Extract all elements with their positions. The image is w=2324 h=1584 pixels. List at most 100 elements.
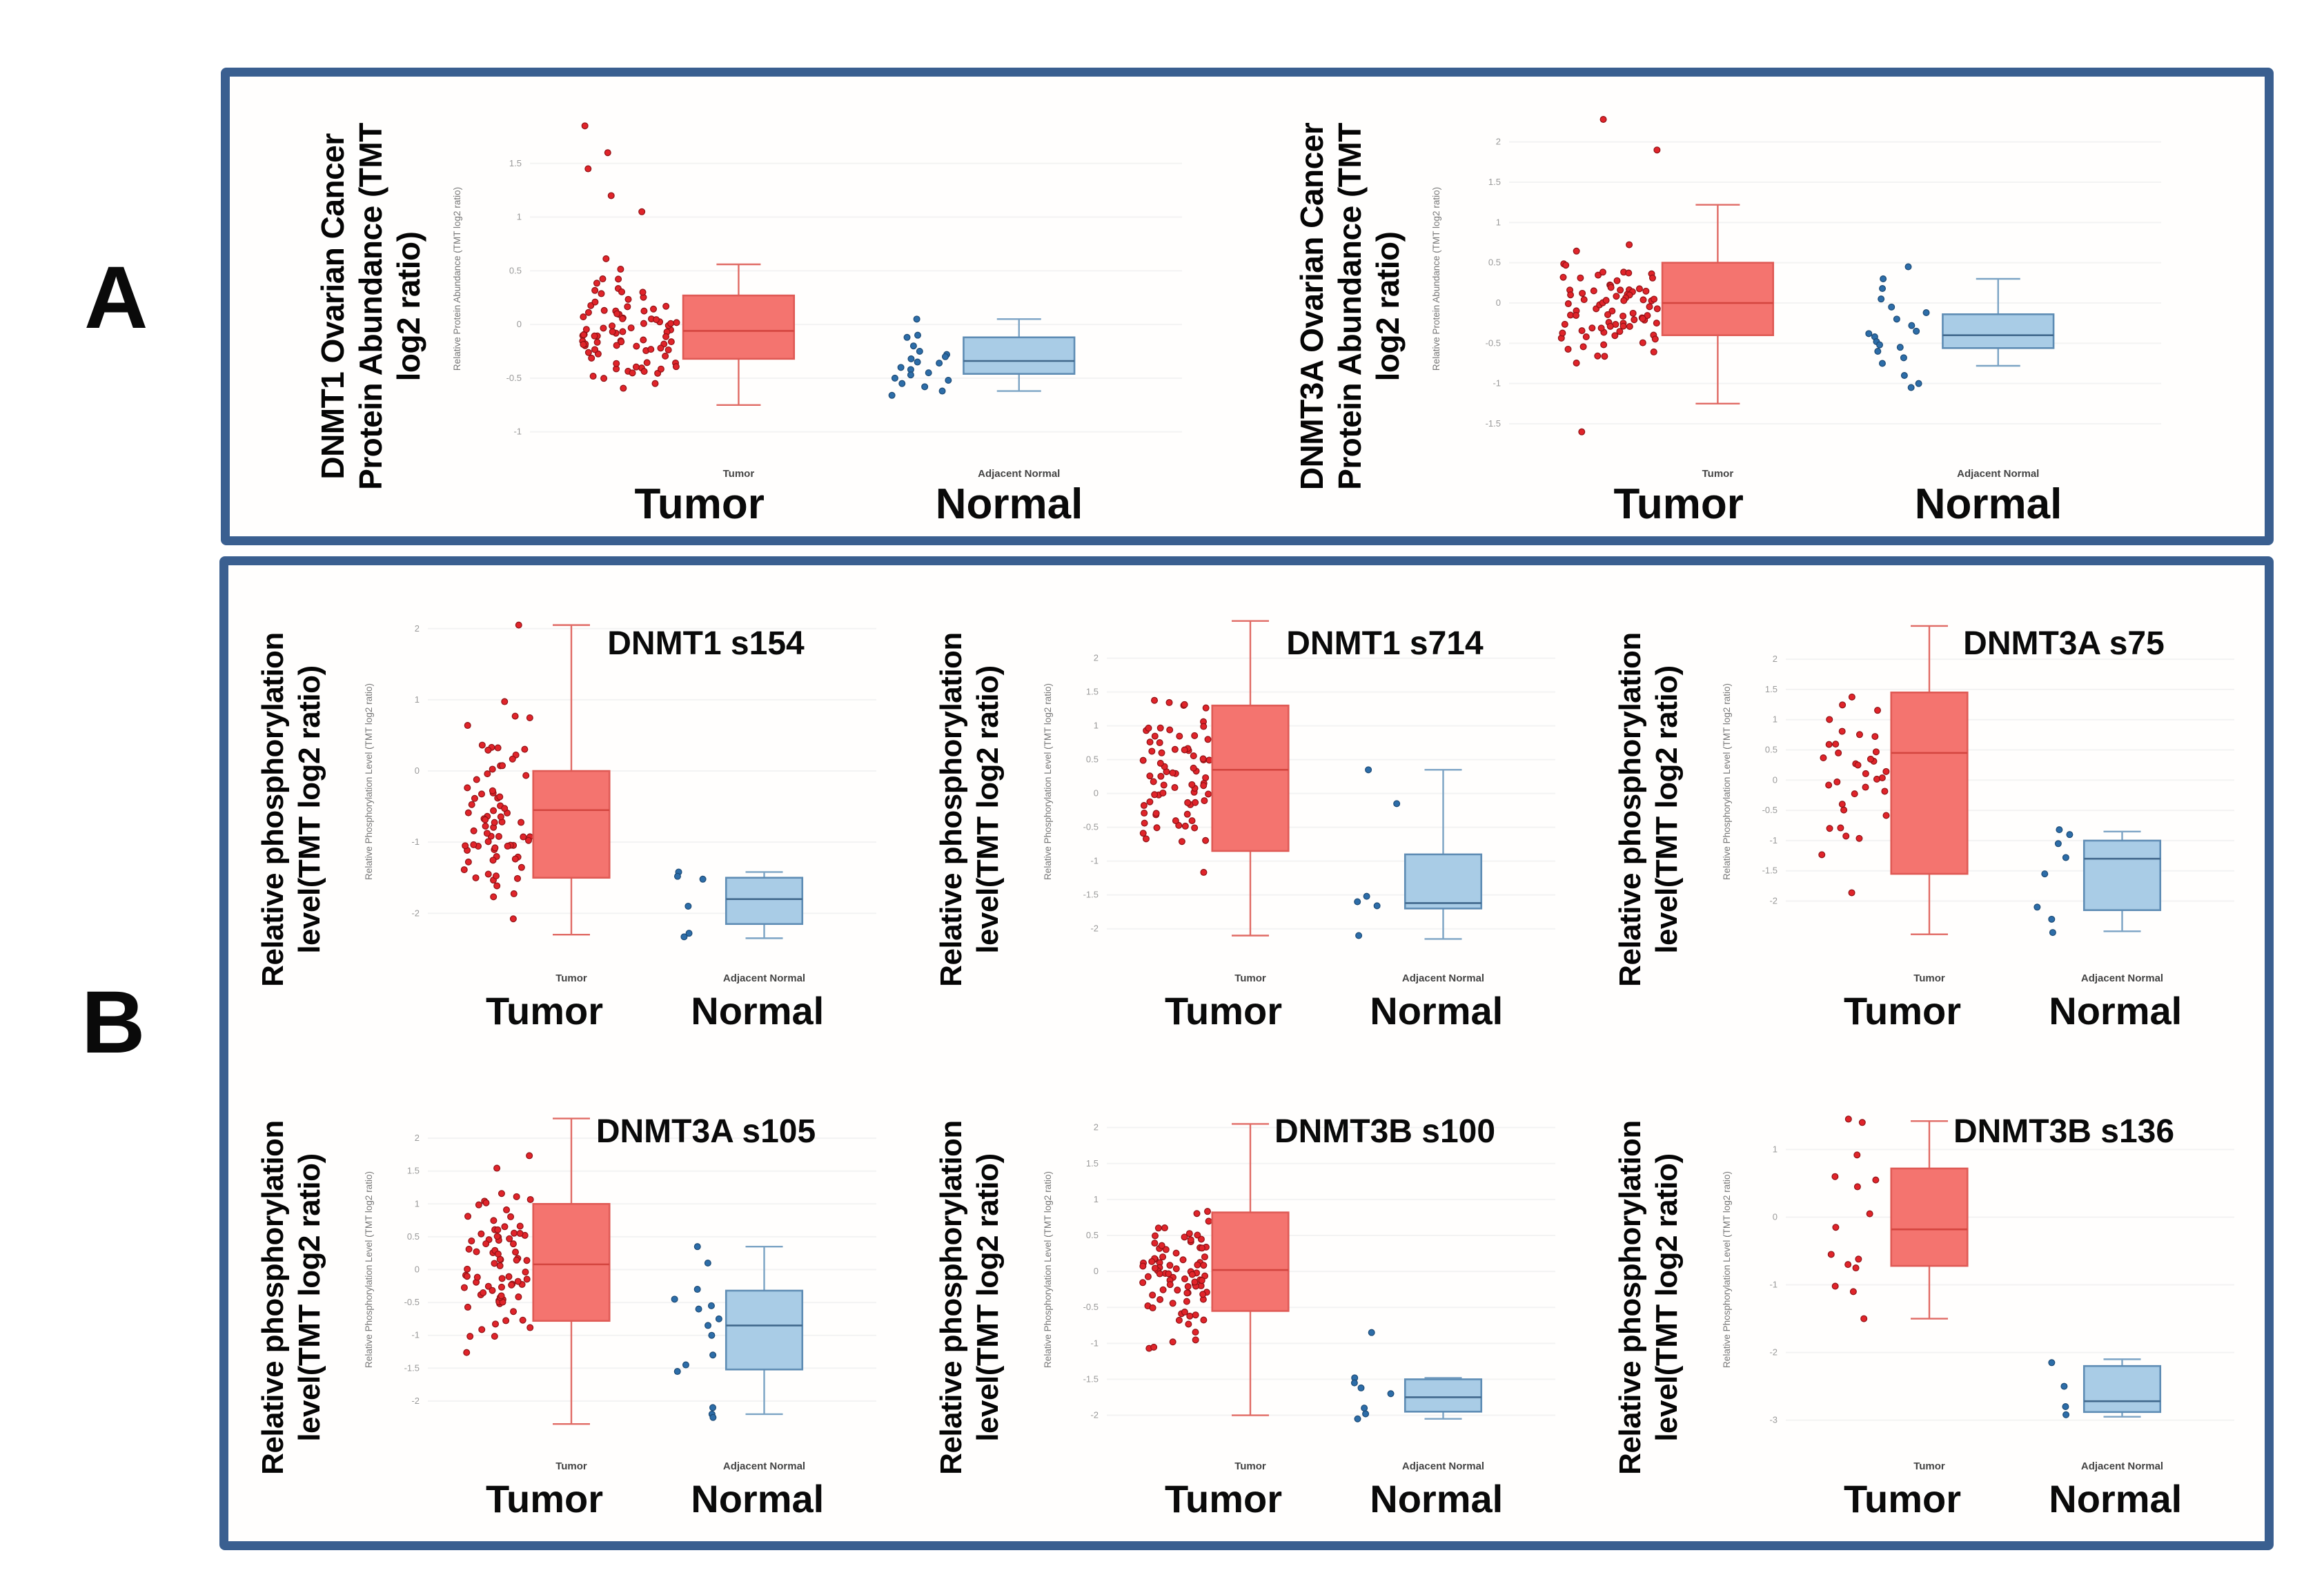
scatter-point-tumor bbox=[1165, 1270, 1172, 1278]
scatter-point-tumor bbox=[466, 1333, 474, 1340]
scatter-point-normal bbox=[1878, 295, 1885, 302]
scatter-point-tumor bbox=[667, 338, 675, 345]
scatter-point-tumor bbox=[1824, 781, 1832, 789]
scatter-point-tumor bbox=[1157, 772, 1165, 780]
category-label-tumor: Tumor bbox=[1913, 1460, 1945, 1472]
y-axis-label: Relative phosphorylation level(TMT log2 … bbox=[1613, 1119, 1684, 1475]
scatter-point-tumor bbox=[501, 1223, 509, 1231]
scatter-point-tumor bbox=[600, 324, 607, 331]
scatter-point-tumor bbox=[1565, 300, 1573, 307]
scatter-point-tumor bbox=[518, 863, 526, 871]
scatter-point-tumor bbox=[464, 722, 472, 730]
scatter-point-tumor bbox=[1834, 749, 1842, 756]
y-tick-label: 2 bbox=[1094, 1122, 1099, 1133]
scatter-point-tumor bbox=[1158, 749, 1165, 756]
scatter-point-tumor bbox=[527, 1195, 535, 1203]
big-tumor-label: Tumor bbox=[1165, 1477, 1282, 1521]
scatter-point-tumor bbox=[1181, 822, 1189, 830]
scatter-point-tumor bbox=[618, 288, 625, 295]
scatter-point-tumor bbox=[1639, 315, 1646, 322]
scatter-point-tumor bbox=[1139, 1279, 1147, 1287]
scatter-point-tumor bbox=[613, 341, 620, 349]
scatter-point-tumor bbox=[1651, 295, 1658, 302]
scatter-point-tumor bbox=[1188, 817, 1196, 825]
scatter-point-tumor bbox=[638, 208, 645, 215]
scatter-point-tumor bbox=[1849, 1288, 1857, 1295]
scatter-point-tumor bbox=[1607, 322, 1615, 330]
scatter-point-tumor bbox=[1625, 269, 1633, 277]
scatter-point-tumor bbox=[465, 809, 473, 817]
scatter-point-tumor bbox=[485, 870, 493, 878]
scatter-point-tumor bbox=[1873, 707, 1881, 714]
scatter-point-tumor bbox=[607, 191, 615, 199]
scatter-point-tumor bbox=[479, 741, 486, 749]
scatter-point-normal bbox=[1879, 360, 1887, 367]
y-tick-label: 1.5 bbox=[509, 157, 522, 168]
scatter-point-tumor bbox=[608, 322, 616, 329]
scatter-point-tumor bbox=[1649, 274, 1657, 282]
category-label-tumor: Tumor bbox=[1234, 1460, 1266, 1472]
scatter-point-tumor bbox=[1139, 830, 1147, 837]
scatter-point-tumor bbox=[629, 369, 636, 376]
scatter-point-tumor bbox=[496, 793, 504, 801]
scatter-point-tumor bbox=[1169, 1300, 1176, 1307]
scatter-point-tumor bbox=[491, 1260, 498, 1267]
scatter-point-tumor bbox=[1174, 1287, 1181, 1294]
y-tick-label: 0.5 bbox=[1086, 1230, 1099, 1240]
boxplot-chart-dnmt3b-s136: 1 0 -1 -2 -3 Relative Phosphorylation Level (… bbox=[1706, 1068, 2258, 1527]
scatter-point-normal bbox=[2056, 826, 2063, 834]
scatter-point-tumor bbox=[1151, 1264, 1159, 1272]
scatter-point-tumor bbox=[1573, 359, 1580, 366]
scatter-point-normal bbox=[2049, 929, 2056, 937]
y-axis-label-container: Relative phosphorylation level(TMT log2 … bbox=[235, 596, 348, 1024]
scatter-point-normal bbox=[708, 1331, 716, 1339]
y-tick-label: 1.5 bbox=[1086, 1158, 1099, 1169]
scatter-point-tumor bbox=[662, 302, 669, 310]
scatter-point-tumor bbox=[643, 358, 651, 366]
scatter-point-tumor bbox=[512, 1249, 520, 1256]
scatter-point-normal bbox=[1363, 892, 1370, 900]
category-label-normal: Adjacent Normal bbox=[978, 468, 1060, 480]
small-y-axis-label: Relative Protein Abundance (TMT log2 rat… bbox=[452, 186, 462, 370]
small-y-axis-label: Relative Phosphorylation Level (TMT log2… bbox=[1043, 683, 1053, 880]
category-label-tumor: Tumor bbox=[722, 468, 754, 480]
scatter-point-tumor bbox=[609, 328, 616, 335]
scatter-point-tumor bbox=[1642, 287, 1650, 295]
scatter-point-tumor bbox=[1838, 701, 1846, 709]
scatter-point-tumor bbox=[1866, 1210, 1873, 1218]
scatter-point-normal bbox=[1907, 384, 1915, 391]
y-tick-label: 1 bbox=[415, 694, 420, 705]
y-axis-label-container: DNMT3A Ovarian Cancer Protein Abundance … bbox=[1285, 99, 1416, 514]
scatter-point-tumor bbox=[657, 365, 664, 373]
scatter-point-tumor bbox=[462, 842, 469, 850]
scatter-point-tumor bbox=[600, 374, 607, 382]
scatter-point-tumor bbox=[1183, 1289, 1191, 1297]
scatter-point-tumor bbox=[463, 1349, 471, 1356]
small-y-axis-label: Relative Phosphorylation Level (TMT log2… bbox=[1722, 1171, 1732, 1368]
scatter-point-tumor bbox=[1832, 1224, 1840, 1231]
scatter-point-tumor bbox=[1860, 1315, 1867, 1322]
small-y-axis-label: Relative Protein Abundance (TMT log2 rat… bbox=[1431, 186, 1441, 370]
y-axis-label-container: Relative phosphorylation level(TMT log2 … bbox=[1593, 1084, 1706, 1512]
small-y-axis-label: Relative Phosphorylation Level (TMT log2… bbox=[1043, 1171, 1053, 1368]
scatter-point-tumor bbox=[1145, 724, 1152, 732]
scatter-point-tumor bbox=[489, 787, 497, 794]
scatter-point-tumor bbox=[619, 384, 627, 392]
scatter-point-tumor bbox=[505, 1273, 513, 1280]
scatter-point-normal bbox=[1357, 1384, 1365, 1391]
scatter-point-tumor bbox=[632, 342, 640, 350]
chart-svg: 2 1.5 1 0.5 0 -0.5 -1 -1.5 Relative Protein Abun… bbox=[1431, 115, 2162, 528]
scatter-point-tumor bbox=[1181, 1275, 1189, 1282]
scatter-point-tumor bbox=[489, 857, 497, 864]
scatter-point-tumor bbox=[526, 714, 534, 721]
scatter-point-tumor bbox=[651, 380, 659, 387]
scatter-point-tumor bbox=[512, 855, 520, 863]
big-tumor-label: Tumor bbox=[634, 480, 764, 528]
scatter-point-normal bbox=[935, 359, 943, 366]
scatter-point-tumor bbox=[492, 1320, 500, 1328]
panel-b-letter: B bbox=[81, 973, 146, 1072]
scatter-point-normal bbox=[1908, 322, 1916, 329]
tumor-box bbox=[1211, 1211, 1290, 1312]
scatter-point-tumor bbox=[1599, 115, 1607, 123]
scatter-point-tumor bbox=[1579, 289, 1586, 297]
